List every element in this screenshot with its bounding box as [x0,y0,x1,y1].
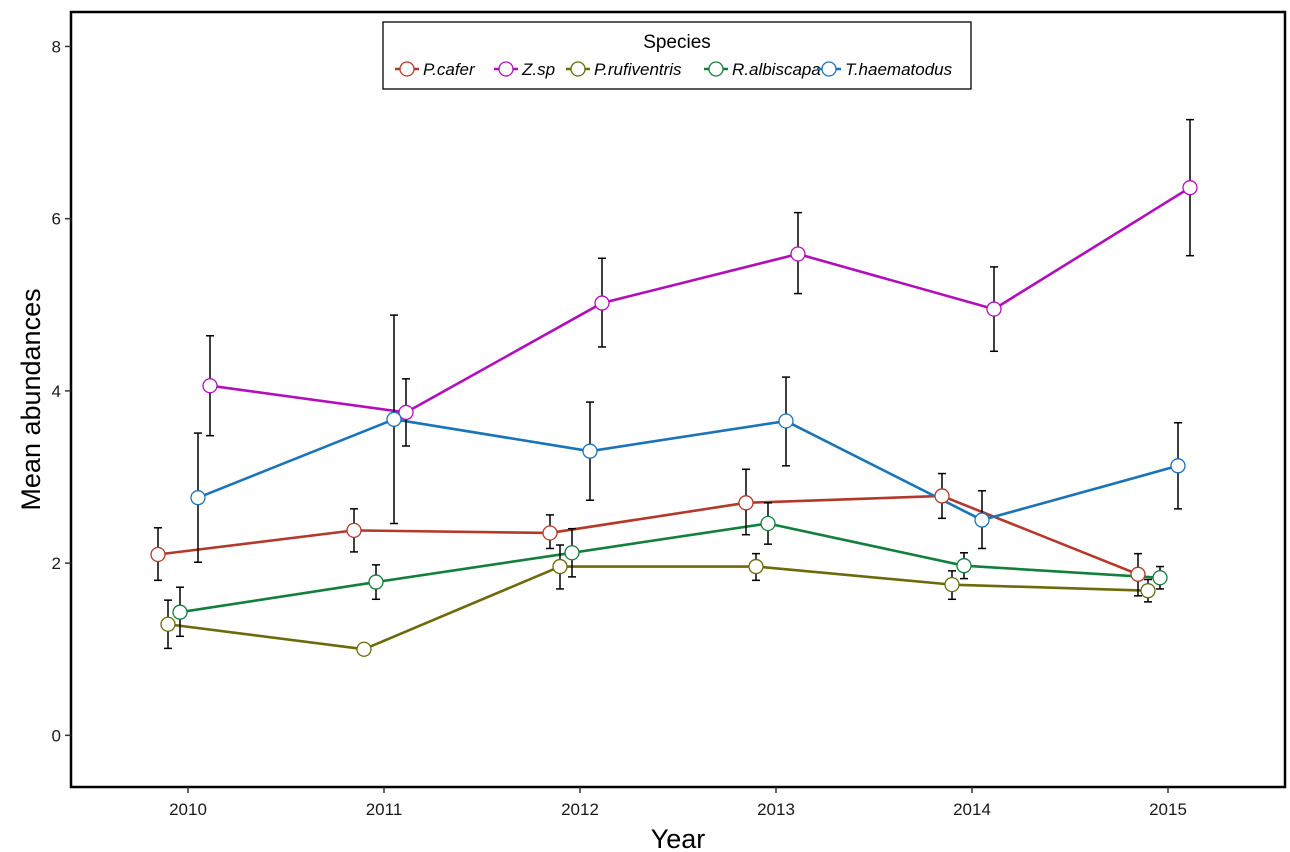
legend-key-marker [498,61,514,77]
legend-item: Z.sp [494,60,555,79]
y-tick-label: 4 [52,382,61,401]
x-tick-label: 2015 [1149,800,1187,819]
data-point [356,641,372,657]
data-point [346,522,362,539]
legend-label: R.albiscapa [732,60,821,79]
data-point [202,378,218,394]
series-line-p-rufiventris [167,565,1149,651]
series-line-z-sp [209,186,1191,414]
plot-panel-border [69,10,1287,789]
x-tick-label: 2014 [953,800,991,819]
data-point [386,411,402,427]
y-tick-label: 8 [52,37,61,56]
legend-item: T.haematodus [817,60,953,79]
chart-axes: 0 2 4 6 8 2010 2011 2012 2013 2014 2015 [52,37,1187,819]
data-point [582,443,598,459]
y-tick-label: 2 [52,554,61,573]
data-point [398,404,414,421]
legend-title: Species [643,32,711,53]
data-point [190,490,206,506]
y-axis-title: Mean abundances [16,288,46,510]
data-point [738,495,754,511]
data-point [944,576,960,593]
data-point [790,246,806,262]
data-point [934,488,950,504]
series-points [150,180,1198,657]
legend-label: P.rufiventris [594,60,682,79]
series-line-t-haematodus [197,418,1179,522]
y-tick-label: 6 [52,210,61,229]
data-point [956,558,972,574]
legend-item: P.rufiventris [566,60,682,79]
series-line-p-cafer [157,494,1139,576]
x-tick-label: 2012 [561,800,599,819]
data-point [160,616,176,632]
data-point [986,301,1002,317]
x-axis-title: Year [651,824,706,852]
series-line-r-albiscapa [179,522,1161,614]
data-point [150,546,166,563]
legend-label: T.haematodus [845,60,953,79]
chart-marks [150,118,1198,657]
data-point [1130,566,1146,582]
legend-label: Z.sp [521,60,555,79]
data-point [552,558,568,575]
data-point [1152,570,1168,586]
legend-items: P.cafer Z.sp P.rufiventris R.albiscapa T.hae… [395,60,953,79]
data-point [172,604,188,620]
series-lines [157,186,1191,651]
data-point [1140,583,1156,599]
data-point [974,512,990,528]
legend-label: P.cafer [423,60,476,79]
y-tick-label: 0 [52,726,61,745]
data-point [1182,180,1198,196]
legend: Species P.cafer Z.sp P.rufiventris R.albisc… [382,21,972,90]
data-point [368,574,384,590]
x-tick-label: 2013 [757,800,795,819]
legend-key-marker [821,61,837,77]
legend-item: R.albiscapa [704,60,821,79]
data-point [594,295,610,311]
data-point [1170,458,1186,474]
data-point [778,413,794,429]
x-tick-label: 2011 [366,800,403,819]
data-point [542,525,558,541]
data-point [760,515,776,532]
data-point [748,558,764,575]
data-point [564,545,580,561]
legend-box [382,21,972,90]
legend-item: P.cafer [395,60,476,79]
legend-key-marker [399,61,415,77]
legend-key-marker [570,61,586,77]
legend-key-marker [708,61,724,77]
x-tick-label: 2010 [169,800,207,819]
